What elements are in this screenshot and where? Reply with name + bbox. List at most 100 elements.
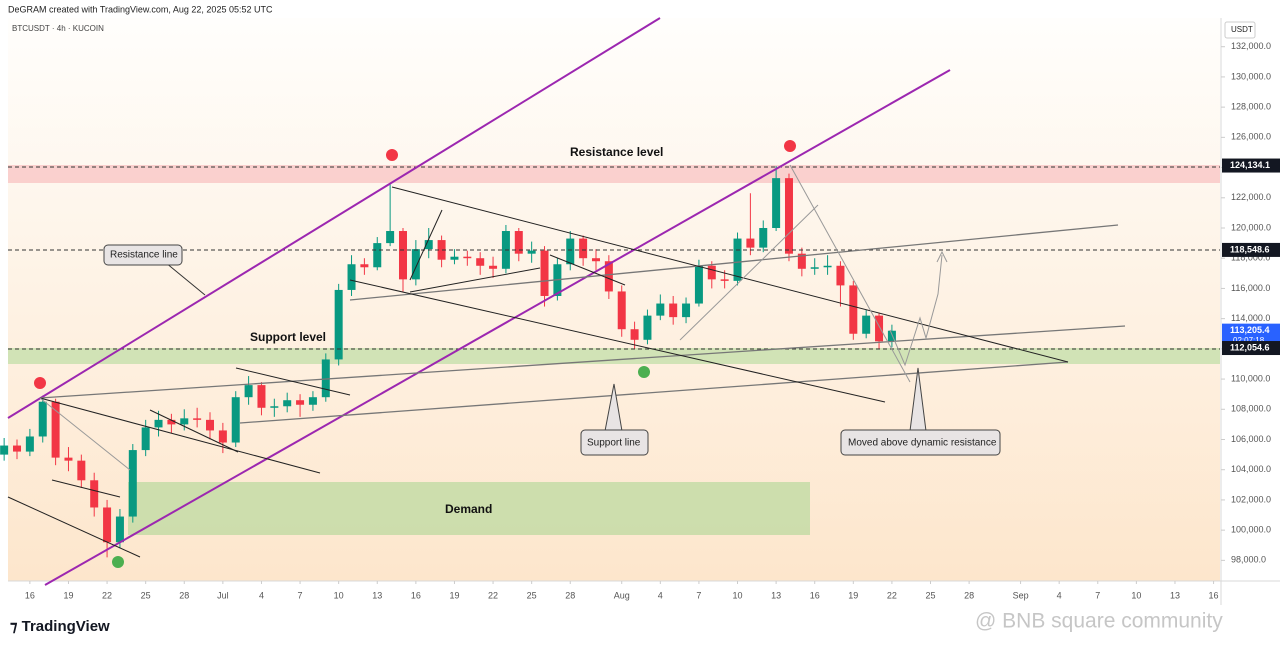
candle-body bbox=[398, 231, 407, 280]
candle-body bbox=[682, 303, 691, 318]
candle-body bbox=[887, 330, 896, 342]
demand-zone bbox=[128, 482, 810, 535]
candle-body bbox=[733, 238, 742, 281]
candle-body bbox=[270, 406, 279, 408]
trend-line bbox=[549, 254, 626, 286]
candle-body bbox=[334, 289, 343, 360]
high-marker bbox=[386, 149, 398, 161]
x-tick-label: 10 bbox=[334, 590, 344, 600]
annotation: Resistance line bbox=[110, 250, 178, 261]
candle-body bbox=[257, 385, 266, 408]
candle-body bbox=[836, 265, 845, 286]
y-tick-label: 114,000.0 bbox=[1231, 313, 1270, 323]
trend-line bbox=[39, 325, 1126, 399]
candle-body bbox=[231, 397, 240, 443]
callout-box bbox=[103, 244, 183, 266]
x-tick-label: 16 bbox=[1209, 590, 1219, 600]
trend-line bbox=[409, 267, 541, 293]
candle-body bbox=[51, 401, 60, 458]
candle-body bbox=[579, 238, 588, 259]
candle-body bbox=[141, 427, 150, 451]
candle-body bbox=[784, 178, 793, 254]
brand-name: TradingView bbox=[22, 618, 110, 635]
trend-line bbox=[235, 367, 351, 396]
candle-body bbox=[540, 250, 549, 296]
trend-line bbox=[7, 496, 141, 558]
trend-line bbox=[409, 209, 443, 281]
x-tick-label: 16 bbox=[411, 590, 421, 600]
candle-body bbox=[720, 279, 729, 281]
y-tick-label: 132,000.0 bbox=[1231, 41, 1271, 51]
candle-body bbox=[514, 231, 523, 254]
y-tick-label: 126,000.0 bbox=[1231, 132, 1271, 142]
candle-body bbox=[321, 359, 330, 398]
price-label: 112,054.6 bbox=[1230, 342, 1270, 352]
x-tick-label: 22 bbox=[887, 590, 897, 600]
x-tick-label: 25 bbox=[141, 590, 151, 600]
countdown: 02:07:18 bbox=[1233, 336, 1265, 345]
candle-body bbox=[797, 253, 806, 269]
brand: ⁊ TradingView bbox=[10, 618, 110, 635]
candle-body bbox=[862, 315, 871, 334]
y-tick-label: 122,000.0 bbox=[1231, 192, 1271, 202]
candle-body bbox=[437, 240, 446, 260]
annotation: Support line bbox=[587, 438, 641, 449]
y-tick-label: 102,000.0 bbox=[1231, 494, 1271, 504]
candle-body bbox=[823, 265, 832, 268]
candle-body bbox=[38, 401, 47, 437]
candle-body bbox=[411, 249, 420, 280]
trend-line bbox=[349, 279, 886, 403]
guide-line bbox=[679, 204, 819, 341]
candle-body bbox=[630, 329, 639, 340]
y-tick-label: 108,000.0 bbox=[1231, 404, 1271, 414]
candle-body bbox=[707, 265, 716, 280]
candle-body bbox=[283, 400, 292, 407]
candle-body bbox=[193, 418, 202, 420]
price-label-box bbox=[1222, 158, 1280, 173]
price-label: 113,205.4 bbox=[1230, 325, 1270, 335]
projection-path bbox=[889, 254, 943, 367]
x-tick-label: 7 bbox=[1095, 590, 1100, 600]
currency-box bbox=[1224, 21, 1256, 39]
candle-body bbox=[373, 243, 382, 268]
candle-body bbox=[746, 238, 755, 248]
x-tick-label: Sep bbox=[1013, 590, 1029, 600]
candle-body bbox=[450, 256, 459, 260]
candle-body bbox=[347, 264, 356, 290]
support-zone bbox=[8, 348, 1220, 364]
candle-body bbox=[167, 419, 176, 425]
trend-line bbox=[149, 409, 239, 453]
resistance-zone bbox=[8, 165, 1220, 183]
price-label: 118,548.6 bbox=[1230, 244, 1270, 254]
candle-body bbox=[0, 445, 9, 455]
trend-line bbox=[239, 361, 1069, 424]
currency: USDT bbox=[1231, 25, 1253, 34]
y-tick-label: 110,000.0 bbox=[1231, 373, 1270, 383]
high-marker bbox=[34, 377, 46, 389]
trend-line bbox=[51, 479, 121, 498]
low-marker bbox=[638, 366, 650, 378]
x-tick-label: 28 bbox=[964, 590, 974, 600]
symbol: BTCUSDT · 4h · KUCOIN bbox=[12, 24, 104, 33]
candle-body bbox=[13, 445, 22, 452]
price-label-box bbox=[1222, 341, 1280, 356]
x-tick-label: 7 bbox=[298, 590, 303, 600]
candle-body bbox=[810, 267, 819, 269]
callout-box bbox=[840, 429, 1001, 456]
x-tick-label: 19 bbox=[848, 590, 858, 600]
x-tick-label: 4 bbox=[658, 590, 663, 600]
candle-body bbox=[527, 250, 536, 254]
x-tick-label: 16 bbox=[810, 590, 820, 600]
x-tick-label: 7 bbox=[696, 590, 701, 600]
y-tick-label: 106,000.0 bbox=[1231, 434, 1271, 444]
callout-box bbox=[580, 429, 649, 456]
credit: DeGRAM created with TradingView.com, Aug… bbox=[8, 4, 273, 14]
x-tick-label: 4 bbox=[1057, 590, 1062, 600]
x-tick-label: 25 bbox=[926, 590, 936, 600]
x-tick-label: 19 bbox=[63, 590, 73, 600]
high-marker bbox=[784, 140, 796, 152]
candle-body bbox=[476, 258, 485, 266]
x-tick-label: 16 bbox=[25, 590, 35, 600]
candle-body bbox=[115, 516, 124, 543]
